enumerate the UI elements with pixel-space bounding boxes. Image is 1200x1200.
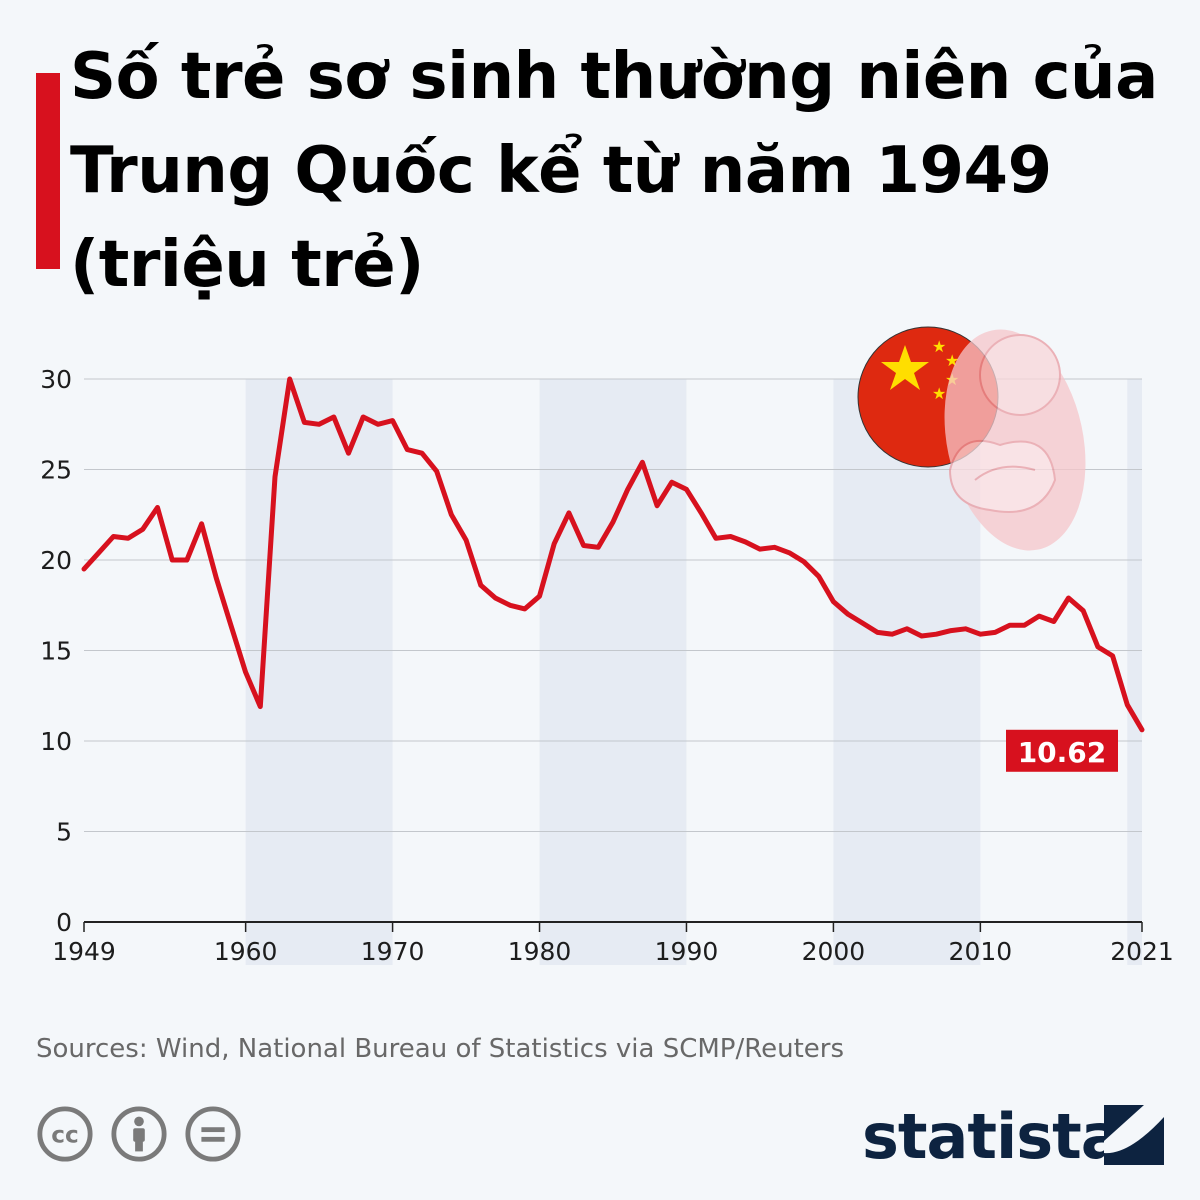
y-tick-label: 20: [40, 546, 72, 575]
x-tick-label: 1980: [508, 937, 572, 966]
decade-band: [245, 379, 393, 965]
y-axis-labels: 0 5 10 15 20 25 30: [40, 365, 72, 937]
flag-big-star: [881, 345, 929, 390]
fetus-icon: [944, 329, 1086, 551]
callout-label: 10.62: [1018, 736, 1107, 769]
attribution-icon: [111, 1106, 167, 1162]
y-tick-label: 5: [56, 818, 72, 847]
last-value-callout: 10.62: [1006, 729, 1118, 772]
cc-icon: cc: [37, 1106, 93, 1162]
y-tick-label: 30: [40, 365, 72, 394]
svg-text:★: ★: [932, 337, 946, 356]
line-chart: 0 5 10 15 20 25 30 1949 1960 1970 1980 1990 2000 201…: [40, 326, 1174, 966]
x-tick-label: 1990: [655, 937, 719, 966]
y-tick-label: 10: [40, 727, 72, 756]
x-tick-label: 1949: [52, 937, 116, 966]
source-note: Sources: Wind, National Bureau of Statis…: [36, 1034, 845, 1064]
series-line: [81, 376, 1145, 733]
svg-text:cc: cc: [51, 1122, 79, 1149]
chart-title: Số trẻ sơ sinh thường niên của Trung Quố…: [70, 40, 1158, 302]
decade-band: [1127, 379, 1142, 965]
svg-text:★: ★: [932, 384, 946, 403]
x-tick-label: 2010: [949, 937, 1013, 966]
no-derivatives-icon: [185, 1106, 241, 1162]
statista-logo-icon: [1104, 1105, 1164, 1165]
license-icons: cc: [36, 1105, 242, 1163]
callout-box: [1006, 729, 1118, 772]
x-axis-labels: 1949 1960 1970 1980 1990 2000 2010 2021: [52, 937, 1174, 966]
y-tick-label: 0: [56, 908, 72, 937]
series-group: [81, 376, 1145, 733]
statista-logo[interactable]: statista: [862, 1100, 1123, 1173]
y-tick-label: 15: [40, 637, 72, 666]
x-tick-label: 1970: [361, 937, 425, 966]
x-tick-label: 2021: [1110, 937, 1174, 966]
x-tick-label: 1960: [214, 937, 278, 966]
decade-band: [539, 379, 687, 965]
y-tick-label: 25: [40, 456, 72, 485]
title-accent-bar: [36, 73, 60, 269]
x-tick-label: 2000: [802, 937, 866, 966]
